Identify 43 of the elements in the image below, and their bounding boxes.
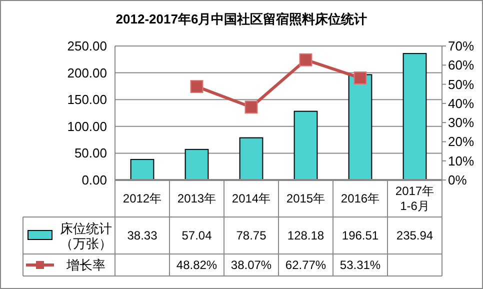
bar xyxy=(130,158,154,180)
legend-label: 增长率 xyxy=(66,258,106,272)
data-label: 38.33 xyxy=(127,228,158,242)
data-label: 235.94 xyxy=(396,228,434,242)
chart-title: 2012-2017年6月中国社区留宿照料床位统计 xyxy=(116,12,368,26)
legend-label: 床位统计（万张） xyxy=(60,220,112,250)
y-tick-label: 150.00 xyxy=(67,92,107,108)
x-tick-label: 2013年 xyxy=(177,192,216,206)
y-tick-label: 200.00 xyxy=(67,65,107,80)
y2-tick-label: 50% xyxy=(448,76,474,92)
point xyxy=(299,53,312,66)
y-tick-label: 0.00 xyxy=(82,172,107,188)
x-tick-label: 2014年 xyxy=(232,192,271,206)
data-label: 196.51 xyxy=(342,228,379,242)
point xyxy=(244,100,258,114)
point xyxy=(354,71,367,84)
y2-tick-label: 60% xyxy=(448,58,474,73)
x-tick-label: 2012年 xyxy=(122,192,162,206)
x-tick-label: 2017年 1-6月 xyxy=(395,184,434,213)
x-tick-label: 2016年 xyxy=(340,192,380,206)
bar xyxy=(239,137,264,180)
data-label: 48.82% xyxy=(176,258,218,272)
y2-tick-label: 20% xyxy=(448,134,474,150)
data-label: 78.75 xyxy=(236,228,267,242)
y2-tick-label: 30% xyxy=(448,115,474,130)
data-label: 53.31% xyxy=(340,258,381,272)
y-tick-label: 100.00 xyxy=(67,118,107,134)
y2-tick-label: 0% xyxy=(448,172,468,188)
bar xyxy=(348,74,372,180)
y2-tick-label: 40% xyxy=(448,96,474,111)
bar xyxy=(184,148,209,180)
bar xyxy=(294,110,318,180)
y2-tick-label: 10% xyxy=(448,153,474,168)
y-tick-label: 50.00 xyxy=(74,146,107,161)
y2-tick-label: 70% xyxy=(448,38,474,54)
data-label: 57.04 xyxy=(182,228,212,242)
data-label: 62.77% xyxy=(285,258,326,272)
bar xyxy=(402,53,427,180)
data-label: 38.07% xyxy=(230,258,272,272)
x-tick-label: 2015年 xyxy=(286,192,326,206)
y-tick-label: 250.00 xyxy=(67,38,107,54)
data-label: 128.18 xyxy=(287,228,324,242)
point xyxy=(190,80,204,94)
